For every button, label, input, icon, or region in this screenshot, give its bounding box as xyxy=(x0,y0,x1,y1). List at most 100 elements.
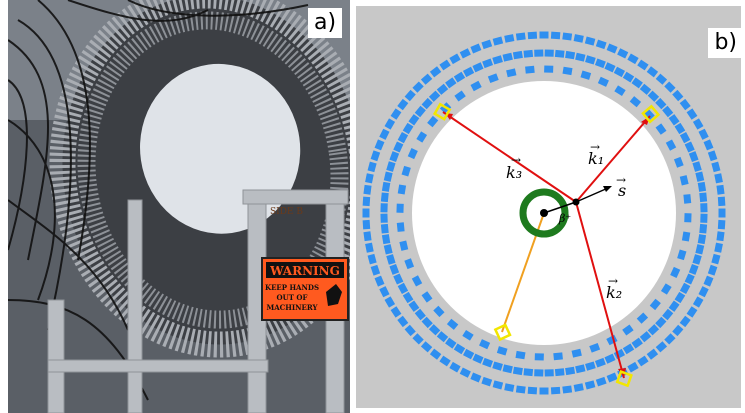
scintillator-strip xyxy=(716,184,725,195)
scintillator-strip xyxy=(631,77,643,89)
scintillator-strip xyxy=(585,55,596,65)
label-k2-arrow: → xyxy=(608,274,618,288)
scintillator-strip xyxy=(502,364,513,374)
scintillator-strip xyxy=(390,306,402,318)
scintillator-strip xyxy=(604,353,616,364)
warning-sign: WARNING KEEP HANDS OUT OF MACHINERY xyxy=(261,257,349,321)
scintillator-strip xyxy=(420,341,433,353)
warning-line-3: MACHINERY xyxy=(267,303,319,312)
scintillator-strip xyxy=(506,68,517,78)
scintillator-strip xyxy=(381,234,391,245)
scintillator-strip xyxy=(515,385,526,394)
scintillator-strip xyxy=(446,318,459,330)
scintillator-strip xyxy=(363,184,372,195)
scintillator-strip xyxy=(674,122,686,135)
scintillator-strip xyxy=(393,273,404,285)
scintillator-strip xyxy=(562,385,573,394)
scintillator-strip xyxy=(684,213,692,223)
scintillator-strip xyxy=(421,97,433,110)
scintillator-strip xyxy=(665,139,677,151)
label-k3-arrow: → xyxy=(511,153,521,167)
scintillator-strip xyxy=(436,83,449,95)
scintillator-strip xyxy=(365,242,374,253)
scintillator-strip xyxy=(550,386,561,395)
scintillator-strip xyxy=(655,341,668,353)
scintillator-strip xyxy=(695,171,705,182)
scintillator-strip xyxy=(429,66,442,78)
label-beta-plus: β⁺ xyxy=(558,212,571,225)
hit-marker-k3 xyxy=(432,102,452,121)
label-k2: k₂ xyxy=(606,283,622,302)
scintillator-strip xyxy=(614,85,626,97)
scintillator-strip xyxy=(492,36,504,46)
scintillator-strip xyxy=(397,131,409,144)
pet-schematic: k₃ → k₁ → s → k₂ → β⁺ xyxy=(356,6,741,408)
scintillator-strip xyxy=(703,275,714,287)
scintillator-strip xyxy=(496,346,508,356)
scintillator-strip xyxy=(562,32,573,41)
scintillator-strip xyxy=(492,55,503,65)
hit-marker-scatter xyxy=(493,323,512,342)
scintillator-strip xyxy=(482,357,494,368)
photo-panel: SIDE B WARNING KEEP HANDS OUT OF MACHINE… xyxy=(8,0,350,413)
scintillator-strip xyxy=(539,31,549,39)
scintillator-strip xyxy=(502,52,513,62)
scintillator-strip xyxy=(584,36,596,46)
scintillator-strip xyxy=(462,329,474,341)
scintillator-strip xyxy=(397,315,409,328)
scintillator-strip xyxy=(363,231,372,242)
hit-marker-k1 xyxy=(641,104,661,124)
scintillator-strip xyxy=(594,357,606,368)
scintillator-strip xyxy=(367,253,377,265)
scintillator-strip xyxy=(674,291,686,304)
scintillator-strip xyxy=(575,52,586,62)
scintillator-strip xyxy=(565,366,576,376)
scintillator-strip xyxy=(429,348,442,360)
scintillator-strip xyxy=(408,114,420,126)
panel-a-label: a) xyxy=(308,8,343,38)
scintillator-strip xyxy=(679,98,691,111)
scintillator-strip xyxy=(606,334,618,346)
scintillator-strip xyxy=(589,342,601,353)
scintillator-strip xyxy=(472,62,484,73)
warning-heading: WARNING xyxy=(269,264,340,278)
scintillator-strip xyxy=(459,367,471,378)
scintillator-strip xyxy=(639,83,652,95)
scintillator-strip xyxy=(481,39,493,50)
positron-source-ring xyxy=(519,188,569,238)
scintillator-strip xyxy=(389,151,400,163)
scintillator-strip xyxy=(412,81,424,93)
scintillator-strip xyxy=(384,118,396,130)
scintillator-strip xyxy=(679,315,691,328)
scintillator-strip xyxy=(397,184,407,195)
scintillator-strip xyxy=(655,123,667,135)
scintillator-strip xyxy=(655,316,667,329)
scintillator-strip xyxy=(679,175,689,186)
scintillator-strip xyxy=(714,242,723,253)
scintillator-strip xyxy=(534,369,544,377)
scintillator-strip xyxy=(402,122,414,135)
scintillator-strip xyxy=(414,105,426,118)
scintillator-strip xyxy=(681,231,691,242)
scintillator-strip xyxy=(462,348,475,360)
scintillator-strip xyxy=(408,300,420,312)
scintillator-strip xyxy=(711,253,721,265)
scintillator-strip xyxy=(383,244,393,255)
scintillator-strip xyxy=(402,291,414,304)
scintillator-strip xyxy=(718,208,726,218)
scintillator-strip xyxy=(707,264,718,276)
scintillator-strip xyxy=(662,308,674,321)
scintillator-strip xyxy=(613,66,626,78)
scintillator-strip xyxy=(672,89,684,102)
scintillator-strip xyxy=(684,273,695,285)
scintillator-strip xyxy=(393,141,404,153)
scintillator-strip xyxy=(554,368,565,377)
scintillator-strip xyxy=(399,240,409,251)
scintillator-strip xyxy=(692,296,704,308)
hand-hazard-icon xyxy=(326,284,342,306)
scintillator-strip xyxy=(662,105,674,118)
scintillator-strip xyxy=(462,66,475,78)
scintillator-strip xyxy=(655,97,667,110)
scintillator-strip xyxy=(380,203,388,213)
vector-k2 xyxy=(575,201,625,379)
